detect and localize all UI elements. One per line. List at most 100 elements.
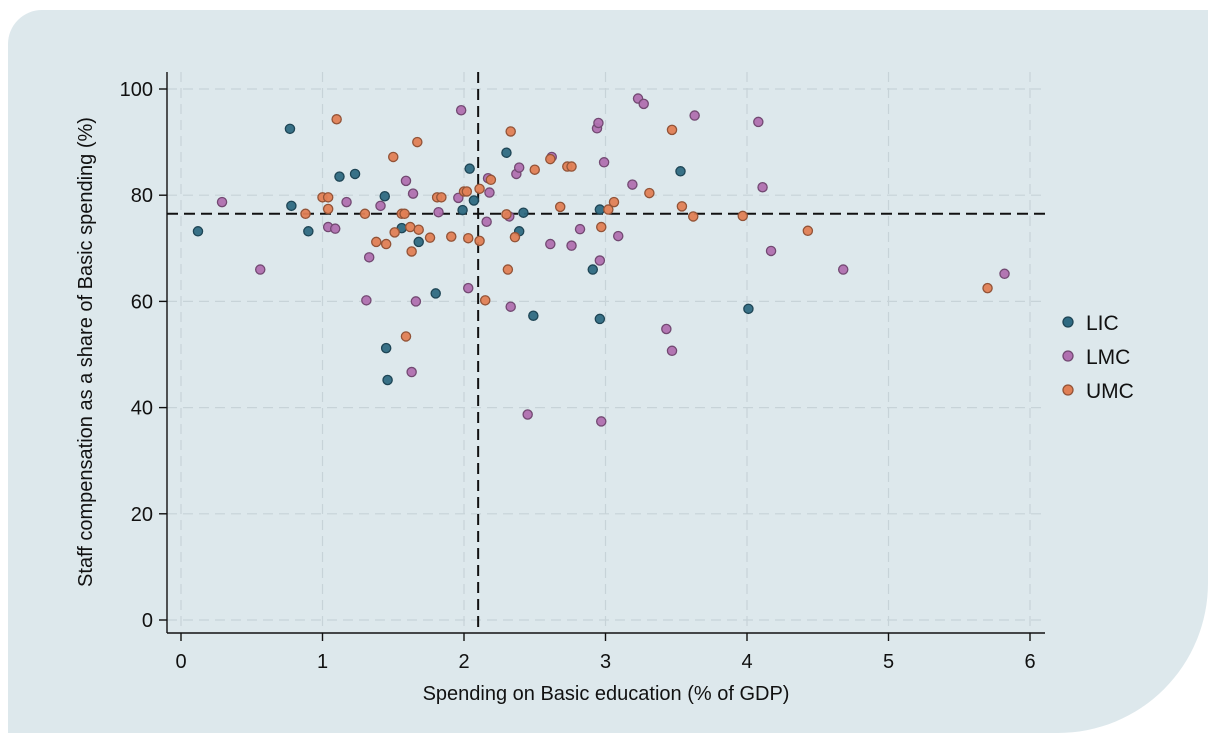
point-umc <box>387 151 399 163</box>
point-umc <box>608 196 620 208</box>
point-umc <box>982 282 993 294</box>
point-lmc <box>612 230 624 242</box>
point-lmc <box>574 223 586 235</box>
point-lic <box>528 310 539 321</box>
y-tick-label: 40 <box>131 398 153 420</box>
data-points <box>192 93 1010 427</box>
point-lmc <box>566 240 577 251</box>
point-lmc <box>481 216 492 227</box>
point-umc <box>474 235 485 247</box>
legend-marker-umc <box>1062 384 1074 396</box>
point-lic <box>743 303 754 315</box>
point-umc <box>371 236 382 248</box>
point-umc <box>501 209 512 220</box>
point-umc <box>424 232 436 243</box>
point-lmc <box>363 252 375 263</box>
point-lmc <box>545 238 556 250</box>
gridlines <box>167 72 1045 633</box>
point-lmc <box>666 345 678 357</box>
point-lic <box>594 313 606 325</box>
legend-label-umc: UMC <box>1086 380 1134 403</box>
point-umc <box>461 186 473 197</box>
point-umc <box>474 183 485 195</box>
point-lic <box>430 288 441 299</box>
x-tick-label: 5 <box>883 651 894 673</box>
point-umc <box>802 225 814 237</box>
point-lmc <box>462 282 474 294</box>
point-umc <box>322 203 334 215</box>
point-umc <box>566 161 577 172</box>
point-lmc <box>407 188 419 199</box>
x-tick-label: 3 <box>600 651 611 673</box>
point-lmc <box>505 301 516 312</box>
point-lic <box>334 171 345 182</box>
point-lmc <box>999 268 1010 280</box>
chart-panel <box>8 10 1208 733</box>
point-lmc <box>406 366 417 378</box>
y-tick-label: 80 <box>131 185 153 207</box>
point-umc <box>389 227 400 238</box>
point-lmc <box>627 179 638 190</box>
point-umc <box>380 238 392 250</box>
point-lic <box>594 204 606 215</box>
point-umc <box>404 221 416 233</box>
y-tick-label: 20 <box>131 504 153 526</box>
point-umc <box>322 192 334 203</box>
point-lic <box>501 147 512 158</box>
point-lic <box>286 200 297 212</box>
point-lmc <box>757 181 768 193</box>
point-umc <box>400 331 412 342</box>
y-tick-label: 100 <box>120 79 153 101</box>
point-lic <box>464 163 475 174</box>
point-lmc <box>593 117 604 129</box>
point-lmc <box>594 255 606 266</box>
point-lic <box>303 226 314 237</box>
point-lic <box>587 264 599 275</box>
point-lmc <box>596 416 607 427</box>
x-tick-label: 6 <box>1024 651 1035 673</box>
point-lic <box>379 191 391 202</box>
point-lmc <box>410 296 422 307</box>
point-umc <box>331 114 342 125</box>
y-tick-label: 60 <box>131 291 153 313</box>
point-umc <box>399 208 410 220</box>
point-lmc <box>598 157 610 168</box>
legend: LIC LMC UMC <box>1062 312 1134 403</box>
point-umc <box>300 208 311 220</box>
point-lmc <box>341 196 352 208</box>
point-lic <box>284 123 296 135</box>
point-lic <box>457 204 468 216</box>
point-lmc <box>522 409 533 420</box>
point-umc <box>406 246 417 257</box>
point-lmc <box>254 264 266 275</box>
point-lmc <box>484 187 495 198</box>
legend-marker-lmc <box>1062 350 1074 362</box>
point-umc <box>413 224 424 235</box>
point-lmc <box>455 104 467 116</box>
point-lmc <box>433 206 444 218</box>
point-umc <box>462 232 474 244</box>
point-umc <box>505 126 516 137</box>
point-lic <box>382 374 393 386</box>
point-lmc <box>361 295 372 306</box>
point-lmc <box>689 110 700 121</box>
point-lmc <box>216 196 228 208</box>
point-lic <box>380 342 392 354</box>
point-umc <box>666 124 678 136</box>
x-tick-label: 1 <box>317 651 328 673</box>
point-lmc <box>837 264 849 275</box>
point-lic <box>192 226 204 237</box>
x-axis-title: Spending on Basic education (% of GDP) <box>423 683 790 705</box>
point-umc <box>676 201 688 212</box>
point-umc <box>412 136 423 148</box>
point-lmc <box>638 98 649 110</box>
point-lic <box>468 195 480 206</box>
point-lmc <box>753 116 764 128</box>
y-axis-title: Staff compensation as a share of Basic s… <box>75 117 97 587</box>
point-lmc <box>765 245 777 257</box>
point-umc <box>737 210 749 222</box>
point-lmc <box>453 192 464 204</box>
point-lmc <box>661 323 672 335</box>
point-umc <box>687 211 699 222</box>
y-tick-label: 0 <box>142 610 153 632</box>
